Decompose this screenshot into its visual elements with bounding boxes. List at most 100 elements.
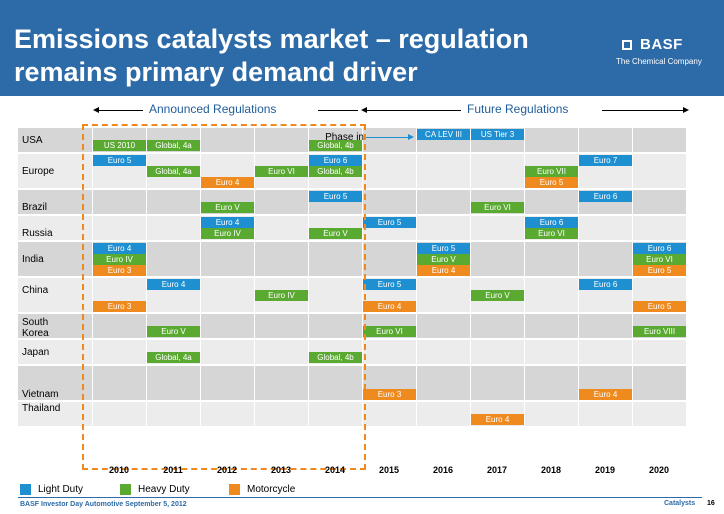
slide-title-line2: remains primary demand driver <box>14 57 418 87</box>
grid-line <box>362 190 363 214</box>
regulation-cell: Euro 4 <box>147 278 200 290</box>
grid-line <box>362 128 363 152</box>
grid-line <box>254 216 255 240</box>
grid-line <box>362 366 363 400</box>
regulation-cell: Euro 4 <box>93 242 146 254</box>
grid-line <box>416 216 417 240</box>
grid-line <box>146 154 147 188</box>
legend-light-duty: Light Duty <box>20 483 83 495</box>
legend-swatch-motorcycle <box>229 483 240 495</box>
grid-line <box>254 366 255 400</box>
regulation-cell: Euro IV <box>93 253 146 265</box>
footer-divider <box>18 497 702 498</box>
grid-line <box>254 190 255 214</box>
grid-line <box>254 402 255 426</box>
country-label: Vietnam <box>22 388 59 400</box>
legend-label: Motorcycle <box>247 483 296 495</box>
grid-line <box>308 366 309 400</box>
regulation-cell: Euro 5 <box>417 242 470 254</box>
grid-line <box>632 366 633 400</box>
regulation-cell: Euro 6 <box>525 217 578 228</box>
regulation-cell: Euro 4 <box>201 176 254 188</box>
country-label: Europe <box>22 165 55 177</box>
basf-square-icon <box>622 40 632 50</box>
grid-line <box>524 402 525 426</box>
grid-line <box>578 314 579 338</box>
regulation-cell: Global, 4b <box>309 352 362 363</box>
grid-line <box>578 340 579 364</box>
phase-in-arrow-icon <box>408 134 414 140</box>
brand-name: BASF <box>640 36 683 53</box>
year-label: 2018 <box>540 465 562 475</box>
year-label: 2010 <box>108 465 130 475</box>
grid-line <box>632 278 633 312</box>
grid-line <box>200 366 201 400</box>
grid-line <box>146 340 147 364</box>
grid-line <box>308 340 309 364</box>
grid-line <box>470 366 471 400</box>
future-regulations-label: Future Regulations <box>467 102 569 116</box>
grid-line <box>146 366 147 400</box>
grid-line <box>632 216 633 240</box>
grid-line <box>632 190 633 214</box>
grid-line <box>308 154 309 188</box>
regulation-cell: Euro V <box>417 253 470 265</box>
regulation-cell: Euro 4 <box>417 264 470 276</box>
country-row <box>18 402 686 426</box>
regulation-cell: Euro VI <box>525 228 578 239</box>
regulation-cell: Euro 6 <box>579 191 632 202</box>
grid-line <box>92 402 93 426</box>
grid-line <box>92 242 93 276</box>
regulation-cell: Euro VI <box>633 253 686 265</box>
grid-line <box>146 128 147 152</box>
country-row <box>18 366 686 400</box>
grid-line <box>524 366 525 400</box>
grid-line <box>254 278 255 312</box>
regulation-cell: Euro VI <box>255 165 308 177</box>
grid-line <box>470 242 471 276</box>
grid-line <box>92 154 93 188</box>
regulation-cell: Euro 5 <box>633 300 686 312</box>
grid-line <box>200 128 201 152</box>
grid-line <box>578 190 579 214</box>
year-label: 2016 <box>432 465 454 475</box>
regulation-cell: US Tier 3 <box>471 129 524 140</box>
grid-line <box>308 190 309 214</box>
regulation-cell: Euro VIII <box>633 326 686 337</box>
grid-line <box>254 314 255 338</box>
grid-line <box>416 242 417 276</box>
footer-event: BASF Investor Day Automotive September 5… <box>20 501 187 508</box>
grid-line <box>146 402 147 426</box>
future-right-arrow-icon <box>683 107 689 113</box>
grid-line <box>470 340 471 364</box>
regulation-cell: Global, 4b <box>309 140 362 151</box>
regulation-cell: Euro 5 <box>525 176 578 188</box>
grid-line <box>524 242 525 276</box>
grid-line <box>92 128 93 152</box>
grid-line <box>308 278 309 312</box>
regulation-cell: Euro 5 <box>363 217 416 228</box>
regulation-cell: Euro 3 <box>93 300 146 312</box>
grid-line <box>92 366 93 400</box>
regulation-cell: Euro 6 <box>579 278 632 290</box>
grid-line <box>200 242 201 276</box>
legend-label: Light Duty <box>38 483 84 495</box>
grid-line <box>200 402 201 426</box>
regulation-cell: Euro 4 <box>579 388 632 400</box>
year-label: 2013 <box>270 465 292 475</box>
country-label: USA <box>22 135 43 146</box>
slide-title-line1: Emissions catalysts market – regulation <box>14 24 529 54</box>
slide-title: Emissions catalysts market – regulation … <box>14 23 529 89</box>
grid-line <box>416 278 417 312</box>
grid-line <box>200 278 201 312</box>
grid-line <box>416 154 417 188</box>
year-label: 2015 <box>378 465 400 475</box>
grid-line <box>578 366 579 400</box>
grid-line <box>92 190 93 214</box>
grid-line <box>524 216 525 240</box>
regulation-cell: Euro VI <box>363 326 416 337</box>
grid-line <box>416 128 417 152</box>
grid-line <box>470 154 471 188</box>
legend-motorcycle: Motorcycle <box>229 483 295 495</box>
grid-line <box>416 314 417 338</box>
